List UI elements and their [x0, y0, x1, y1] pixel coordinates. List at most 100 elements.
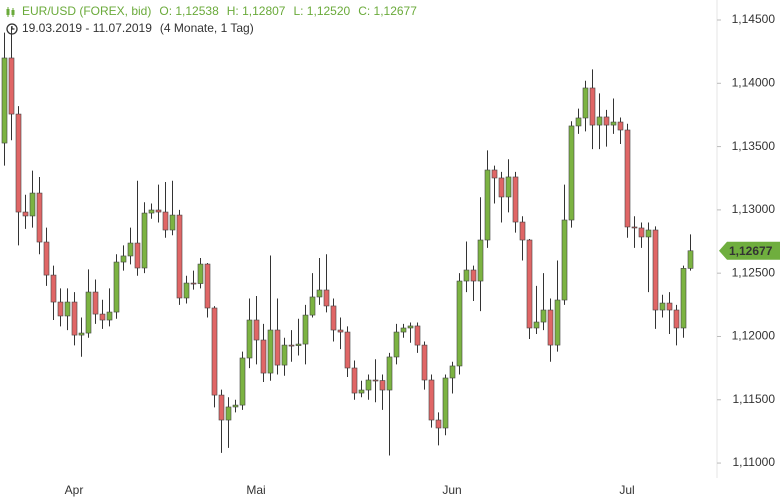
- candle-body: [22, 211, 29, 217]
- subtitle: 19.03.2019 - 11.07.2019: [22, 21, 152, 35]
- candle-body: [281, 344, 288, 366]
- candle-body: [484, 169, 491, 241]
- y-tick-label: 1,14500: [732, 12, 776, 26]
- candle-body: [57, 301, 64, 317]
- y-tick-label: 1,13500: [732, 139, 776, 153]
- y-tick-label: 1,13000: [732, 202, 776, 216]
- candle-body: [610, 121, 617, 126]
- candle-body: [169, 214, 176, 231]
- candle-body: [687, 250, 694, 269]
- y-tick-label: 1,12000: [732, 329, 776, 343]
- candle-body: [218, 394, 225, 421]
- candle-body: [624, 129, 631, 228]
- candle-body: [211, 307, 218, 396]
- candle-body: [1, 57, 8, 144]
- candle-body: [519, 221, 526, 241]
- candle-body: [407, 325, 414, 329]
- candle-body: [547, 309, 554, 346]
- candle-body: [197, 263, 204, 284]
- x-tick-label: Jul: [619, 483, 634, 497]
- x-tick-label: Mai: [246, 483, 265, 497]
- candle-body: [358, 389, 365, 394]
- candle-body: [267, 329, 274, 374]
- candle-body: [71, 301, 78, 336]
- candle-body: [85, 291, 92, 334]
- candle-body: [50, 274, 57, 303]
- candle-body: [554, 299, 561, 346]
- candle-body: [351, 367, 358, 394]
- candle-body: [260, 339, 267, 374]
- candle-body: [393, 331, 400, 358]
- candle-body: [225, 406, 232, 421]
- candle-body: [498, 177, 505, 198]
- candle-body: [127, 242, 134, 257]
- candle-body: [491, 169, 498, 179]
- price-tag-box: [719, 241, 780, 260]
- date-range: 19.03.2019 - 11.07.2019 (4 Monate, 1 Tag): [22, 21, 254, 35]
- candle-body: [288, 344, 295, 347]
- y-tick-label: 1,14000: [732, 75, 776, 89]
- candle-body: [575, 117, 582, 127]
- candle-icon: [6, 7, 15, 17]
- ohlc-label: L: 1,12520: [293, 4, 350, 18]
- candle-body: [442, 377, 449, 429]
- candle-body: [372, 379, 379, 382]
- candle-body: [99, 313, 106, 321]
- candle-body: [540, 309, 547, 323]
- y-tick-label: 1,11000: [733, 455, 776, 469]
- candle-body: [505, 176, 512, 198]
- candle-body: [15, 113, 22, 213]
- candle-body: [330, 305, 337, 331]
- y-tick-label: 1,11500: [733, 392, 776, 406]
- candle-body: [449, 365, 456, 379]
- candle-body: [92, 291, 99, 315]
- ohlc-label: H: 1,12807: [227, 4, 286, 18]
- candle-body: [274, 329, 281, 366]
- candle-body: [512, 176, 519, 223]
- candle-body: [64, 301, 71, 317]
- candle-body: [659, 302, 666, 311]
- candle-body: [680, 268, 687, 329]
- ohlc-label: O: 1,12538: [159, 4, 219, 18]
- candle-body: [246, 319, 253, 359]
- period: (4 Monate, 1 Tag): [160, 21, 254, 35]
- candle-body: [666, 302, 673, 311]
- candle-body: [435, 419, 442, 429]
- candle-body: [239, 357, 246, 406]
- candle-body: [603, 116, 610, 126]
- candle-body: [470, 269, 477, 282]
- candle-body: [141, 212, 148, 269]
- candle-body: [421, 344, 428, 381]
- candle-body: [78, 332, 85, 336]
- candle-body: [582, 87, 589, 119]
- x-tick-label: Jun: [442, 483, 461, 497]
- candle-body: [106, 311, 113, 321]
- candle-body: [386, 356, 393, 391]
- candle-body: [365, 379, 372, 391]
- candle-body: [638, 227, 645, 238]
- candle-body: [414, 325, 421, 346]
- candle-body: [379, 380, 386, 391]
- candle-body: [113, 261, 120, 313]
- candle-body: [316, 289, 323, 298]
- candle-body: [176, 214, 183, 299]
- candle-body: [183, 282, 190, 299]
- candle-body: [162, 211, 169, 231]
- candle-body: [295, 343, 302, 346]
- header: EUR/USD (FOREX, bid) O: 1,12538 H: 1,12807…: [22, 4, 417, 18]
- candle-body: [344, 331, 351, 369]
- candle-body: [134, 242, 141, 269]
- candle-body: [253, 319, 260, 341]
- candle-body: [673, 309, 680, 329]
- candle-body: [596, 116, 603, 126]
- candle-body: [463, 269, 470, 282]
- candle-body: [337, 329, 344, 333]
- candle-body: [29, 192, 36, 217]
- candle-body: [232, 404, 239, 408]
- candle-body: [323, 289, 330, 307]
- candle-body: [477, 239, 484, 282]
- y-tick-label: 1,12500: [732, 265, 776, 279]
- candle-body: [526, 239, 533, 329]
